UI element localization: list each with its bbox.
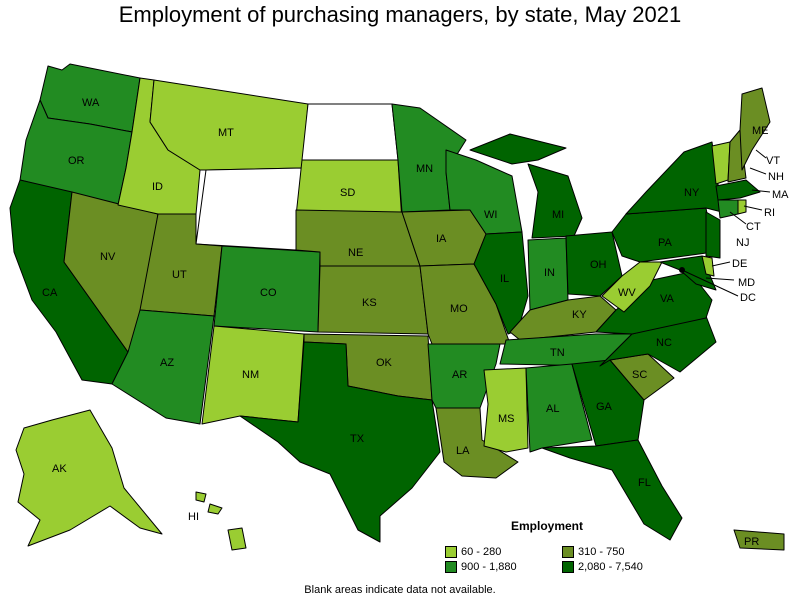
label-in: IN [544, 267, 555, 279]
legend-item-3: 900 - 1,880 [445, 561, 517, 573]
label-vt: VT [766, 155, 780, 167]
label-ak: AK [52, 463, 67, 475]
label-nm: NM [242, 369, 259, 381]
label-mi: MI [552, 209, 564, 221]
map-title: Employment of purchasing managers, by st… [118, 2, 682, 27]
state-la[interactable] [435, 407, 519, 479]
label-ia: IA [436, 233, 447, 245]
state-az[interactable] [111, 309, 215, 425]
legend-label-3: 900 - 1,880 [461, 561, 517, 573]
label-il: IL [500, 273, 509, 285]
label-la: LA [456, 445, 470, 457]
label-ok: OK [376, 357, 393, 369]
footnote: Blank areas indicate data not available. [304, 584, 496, 596]
legend-swatch-1 [445, 546, 457, 558]
label-ri: RI [764, 207, 775, 219]
label-wi: WI [484, 209, 497, 221]
label-mo: MO [450, 303, 468, 315]
label-oh: OH [590, 259, 607, 271]
state-ny[interactable] [625, 141, 723, 215]
label-ga: GA [596, 401, 613, 413]
label-fl: FL [638, 477, 651, 489]
label-wv: WV [618, 287, 636, 299]
legend-swatch-2 [562, 546, 574, 558]
label-sd: SD [340, 187, 355, 199]
legend-swatch-3 [445, 561, 457, 573]
label-az: AZ [160, 357, 174, 369]
state-mi-up[interactable] [469, 133, 567, 165]
state-mi[interactable] [527, 163, 583, 239]
state-ma[interactable] [715, 179, 761, 201]
label-or: OR [68, 155, 85, 167]
legend-label-1: 60 - 280 [461, 546, 502, 558]
state-wy[interactable] [195, 167, 303, 251]
state-me[interactable] [739, 87, 771, 171]
state-al[interactable] [525, 363, 593, 453]
label-hi: HI [188, 511, 199, 523]
state-ms[interactable] [483, 367, 529, 453]
state-hi-1[interactable] [227, 527, 247, 551]
label-tn: TN [550, 347, 565, 359]
label-va: VA [660, 293, 675, 305]
label-tx: TX [350, 433, 365, 445]
state-hi-2[interactable] [195, 491, 207, 503]
state-ga[interactable] [571, 359, 645, 447]
label-ne: NE [348, 247, 363, 259]
label-nj: NJ [736, 237, 749, 249]
label-mt: MT [218, 127, 234, 139]
legend-label-4: 2,080 - 7,540 [578, 561, 643, 573]
label-id: ID [152, 181, 163, 193]
label-nv: NV [100, 251, 116, 263]
label-ut: UT [172, 269, 187, 281]
state-de[interactable] [701, 255, 715, 277]
label-dc: DC [740, 292, 756, 304]
state-ak[interactable] [15, 409, 163, 547]
label-al: AL [546, 403, 559, 415]
state-tx[interactable] [239, 341, 441, 543]
label-ar: AR [452, 369, 467, 381]
label-ma: MA [772, 189, 789, 201]
label-co: CO [260, 287, 277, 299]
legend-item-1: 60 - 280 [445, 546, 501, 558]
label-pa: PA [658, 237, 673, 249]
label-pr: PR [744, 536, 759, 548]
label-de: DE [732, 258, 747, 270]
label-ks: KS [362, 297, 377, 309]
legend-title: Employment [511, 519, 584, 533]
label-sc: SC [632, 369, 647, 381]
label-ca: CA [42, 287, 58, 299]
label-md: MD [738, 277, 755, 289]
state-oh[interactable] [565, 231, 623, 297]
state-hi-3[interactable] [207, 503, 223, 515]
legend-swatch-4 [562, 561, 574, 573]
legend-item-4: 2,080 - 7,540 [562, 561, 643, 573]
state-ri[interactable] [737, 199, 747, 215]
label-ms: MS [498, 413, 515, 425]
state-pa[interactable] [611, 207, 715, 263]
legend-label-2: 310 - 750 [578, 546, 625, 558]
label-ct: CT [746, 221, 761, 233]
label-ny: NY [684, 187, 700, 199]
legend-item-2: 310 - 750 [562, 546, 624, 558]
label-me: ME [752, 125, 769, 137]
label-mn: MN [416, 163, 433, 175]
label-nh: NH [768, 171, 784, 183]
label-nc: NC [656, 337, 672, 349]
label-wa: WA [82, 97, 100, 109]
label-ky: KY [572, 309, 587, 321]
state-pr[interactable] [733, 529, 785, 551]
state-nd[interactable] [301, 103, 399, 161]
state-fl[interactable] [541, 439, 683, 541]
state-nj[interactable] [705, 211, 721, 259]
